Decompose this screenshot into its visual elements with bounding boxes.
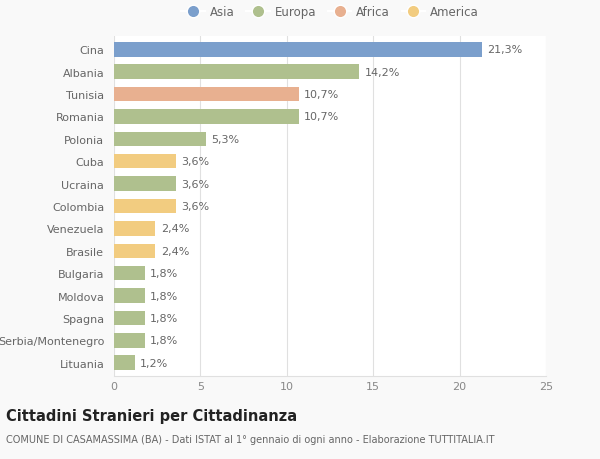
Bar xyxy=(114,199,176,214)
Text: 10,7%: 10,7% xyxy=(304,112,340,122)
Bar xyxy=(114,266,145,281)
Text: 21,3%: 21,3% xyxy=(487,45,523,55)
Text: 1,8%: 1,8% xyxy=(150,269,179,279)
Bar xyxy=(114,333,145,348)
Bar xyxy=(114,155,176,169)
Bar xyxy=(114,88,299,102)
Bar xyxy=(114,244,155,258)
Text: 2,4%: 2,4% xyxy=(161,246,189,256)
Text: 3,6%: 3,6% xyxy=(181,179,209,189)
Bar xyxy=(114,311,145,325)
Text: 1,8%: 1,8% xyxy=(150,313,179,323)
Legend: Asia, Europa, Africa, America: Asia, Europa, Africa, America xyxy=(176,2,484,24)
Text: 3,6%: 3,6% xyxy=(181,157,209,167)
Text: 14,2%: 14,2% xyxy=(365,67,400,78)
Text: 5,3%: 5,3% xyxy=(211,134,239,145)
Text: COMUNE DI CASAMASSIMA (BA) - Dati ISTAT al 1° gennaio di ogni anno - Elaborazion: COMUNE DI CASAMASSIMA (BA) - Dati ISTAT … xyxy=(6,434,494,444)
Bar xyxy=(114,356,135,370)
Text: 1,8%: 1,8% xyxy=(150,291,179,301)
Bar xyxy=(114,43,482,57)
Text: 2,4%: 2,4% xyxy=(161,224,189,234)
Text: Cittadini Stranieri per Cittadinanza: Cittadini Stranieri per Cittadinanza xyxy=(6,409,297,424)
Text: 10,7%: 10,7% xyxy=(304,90,340,100)
Bar xyxy=(114,222,155,236)
Text: 1,2%: 1,2% xyxy=(140,358,168,368)
Text: 1,8%: 1,8% xyxy=(150,336,179,346)
Text: 3,6%: 3,6% xyxy=(181,202,209,212)
Bar xyxy=(114,289,145,303)
Bar xyxy=(114,110,299,124)
Bar xyxy=(114,65,359,80)
Bar xyxy=(114,177,176,191)
Bar xyxy=(114,132,206,147)
